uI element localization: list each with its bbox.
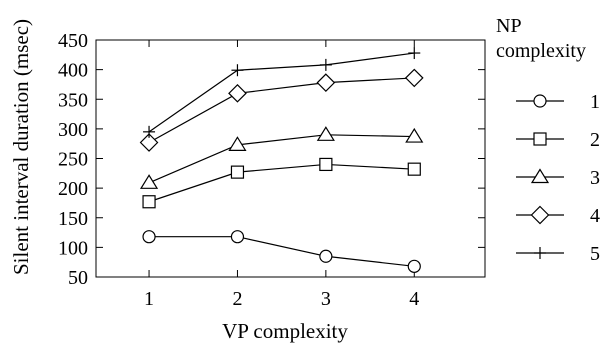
x-tick-label: 4 (409, 288, 419, 310)
data-point (230, 230, 245, 244)
legend-entry-5: 5 (516, 243, 600, 265)
data-point (231, 64, 244, 77)
data-point (316, 126, 335, 141)
data-point (228, 83, 247, 103)
legend-label: 3 (590, 167, 600, 189)
y-axis-title: Silent interval duration (msec) (9, 19, 33, 275)
y-tick-label: 300 (58, 119, 88, 141)
y-tick-label: 100 (58, 237, 88, 259)
plot-frame (95, 39, 486, 278)
legend-entry-4: 4 (516, 205, 600, 227)
data-point (142, 195, 156, 209)
series-line (148, 134, 415, 184)
data-point (405, 127, 424, 143)
legend-label: 5 (590, 243, 600, 265)
legend-title-line-2: complexity (496, 40, 586, 62)
plot-area: 50 100 150 200 250 300 350 400 450 1 2 3 4 (58, 30, 486, 310)
y-tick-label: 450 (58, 30, 88, 52)
series-5 (143, 47, 421, 138)
legend-label: 4 (590, 205, 600, 227)
data-point (142, 230, 156, 244)
data-point (319, 157, 333, 172)
legend-entry-2: 2 (516, 129, 600, 151)
legend-entry-3: 3 (516, 167, 600, 189)
data-point (319, 58, 332, 71)
data-point (319, 249, 333, 263)
series-1 (142, 230, 421, 273)
series-line (149, 236, 415, 267)
y-tick-label: 50 (68, 267, 88, 289)
x-tick-label: 2 (232, 288, 242, 310)
x-tick-label: 1 (144, 288, 154, 310)
data-point (404, 68, 424, 88)
data-point (228, 136, 247, 151)
series-4 (139, 68, 424, 152)
series-3 (139, 126, 424, 189)
data-point (407, 162, 421, 176)
series-line (148, 77, 415, 144)
data-point (143, 125, 156, 138)
legend-marker (534, 247, 546, 259)
data-point (407, 259, 421, 273)
data-point (230, 165, 245, 179)
legend-title-line-1: NP (496, 15, 522, 37)
y-tick-label: 150 (58, 208, 88, 230)
legend-marker (530, 205, 550, 225)
y-tick-label: 250 (58, 149, 88, 171)
series-line (148, 52, 415, 133)
legend: 1 2 3 4 5 (516, 91, 600, 265)
data-point (408, 47, 421, 60)
x-tick-label: 3 (321, 288, 331, 310)
data-point (316, 73, 336, 93)
data-point (139, 174, 159, 189)
data-point (139, 133, 159, 152)
series-2 (142, 157, 421, 209)
legend-marker (533, 94, 547, 108)
legend-marker (533, 132, 547, 146)
y-tick-label: 200 (58, 178, 88, 200)
series-line (148, 163, 415, 203)
legend-label: 1 (590, 91, 600, 113)
y-tick-label: 350 (58, 89, 88, 111)
y-tick-label: 400 (58, 60, 88, 82)
legend-label: 2 (590, 129, 600, 151)
legend-entry-1: 1 (516, 91, 600, 113)
legend-marker (530, 168, 550, 184)
x-axis-title: VP complexity (222, 319, 348, 343)
